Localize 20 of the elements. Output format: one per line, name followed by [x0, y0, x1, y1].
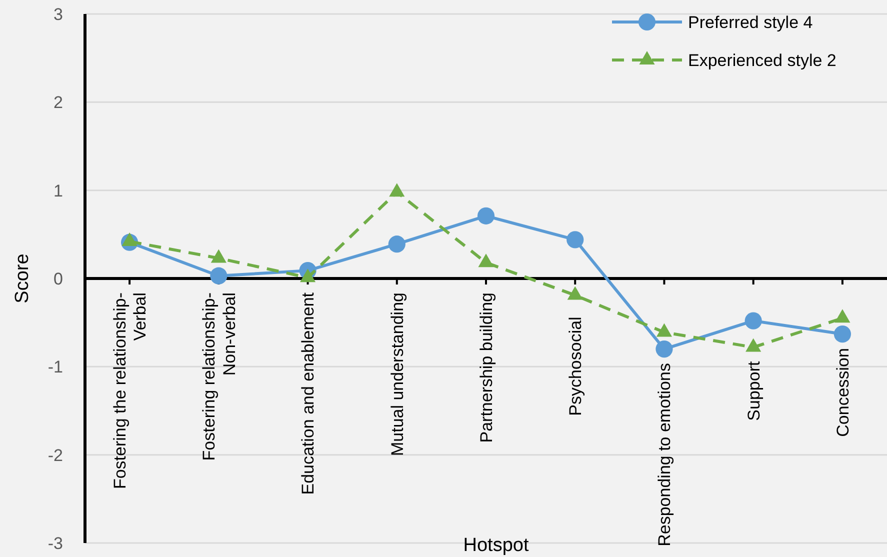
y-tick-label: 3 — [54, 4, 63, 24]
x-tick-label: Fostering the relationship-Verbal — [110, 292, 150, 490]
y-tick-label: -2 — [48, 446, 63, 465]
x-tick-label: Concession — [833, 348, 852, 437]
x-tick-label: Psychosocial — [566, 316, 586, 416]
y-axis-title: Score — [12, 254, 33, 304]
y-tick-label: -1 — [48, 358, 63, 377]
x-tick-label: Responding to emotions — [655, 363, 674, 546]
x-tick-label: Partnership building — [476, 292, 496, 443]
x-axis-title: Hotspot — [463, 535, 530, 556]
y-tick-label: 0 — [54, 269, 63, 288]
x-tick-label: Education and enablement — [298, 292, 318, 495]
y-tick-label: -3 — [48, 534, 63, 553]
legend-label: Experienced style 2 — [688, 50, 836, 70]
x-tick-label: Mutual understanding — [388, 292, 407, 456]
y-tick-label: 2 — [54, 93, 63, 112]
legend-label: Preferred style 4 — [688, 12, 813, 32]
x-tick-label: Support — [744, 361, 764, 421]
y-tick-label: 1 — [54, 181, 63, 200]
x-tick-label: Fostering relationship-Non-verbal — [199, 292, 239, 461]
